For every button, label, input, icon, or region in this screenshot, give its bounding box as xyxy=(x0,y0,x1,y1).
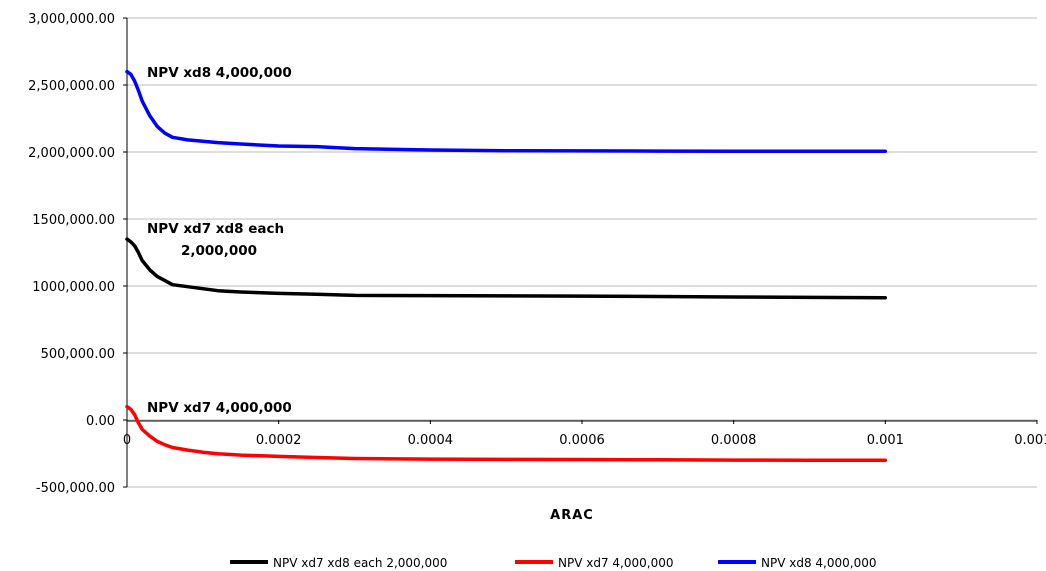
legend-label: NPV xd7 4,000,000 xyxy=(558,556,673,570)
annotation-xd7: NPV xd7 4,000,000 xyxy=(147,400,292,416)
y-axis-ticks: 3,000,000.00 2,500,000.00 2,000,000.00 1500… xyxy=(28,12,127,496)
y-tick-label: 1500,000.00 xyxy=(32,213,115,228)
series-line-0 xyxy=(125,237,888,300)
x-tick-label: 0.0008 xyxy=(711,433,757,448)
y-tick-label: 2,500,000.00 xyxy=(28,79,115,94)
y-tick-label: 500,000.00 xyxy=(41,347,115,362)
legend-label: NPV xd8 4,000,000 xyxy=(761,556,876,570)
series-line-2 xyxy=(125,69,888,154)
annotation-xd7-xd8-line2: 2,000,000 xyxy=(181,243,257,259)
annotation-xd8: NPV xd8 4,000,000 xyxy=(147,65,292,81)
y-tick-label: 0.00 xyxy=(86,414,115,429)
annotation-xd7-xd8-line1: NPV xd7 xd8 each xyxy=(147,221,284,237)
series-lines xyxy=(125,69,888,462)
x-tick-label: 0.0012 xyxy=(1014,433,1046,448)
legend: NPV xd7 xd8 each 2,000,000 NPV xd7 4,000,… xyxy=(230,556,876,570)
y-tick-label: 1000,000.00 xyxy=(32,280,115,295)
x-axis-ticks: 0 0.0002 0.0004 0.0006 0.0008 0.001 0.0012 xyxy=(123,420,1046,448)
series-line-1 xyxy=(125,404,888,462)
x-axis-label: ARAC xyxy=(550,508,594,523)
gridlines xyxy=(127,17,1037,488)
x-tick-label: 0.0004 xyxy=(408,433,454,448)
y-tick-label: -500,000.00 xyxy=(36,481,115,496)
x-tick-label: 0.001 xyxy=(867,433,904,448)
x-tick-label: 0 xyxy=(123,433,131,448)
x-tick-label: 0.0002 xyxy=(256,433,302,448)
y-tick-label: 2,000,000.00 xyxy=(28,146,115,161)
legend-label: NPV xd7 xd8 each 2,000,000 xyxy=(273,556,447,570)
x-tick-label: 0.0006 xyxy=(559,433,605,448)
y-tick-label: 3,000,000.00 xyxy=(28,12,115,27)
